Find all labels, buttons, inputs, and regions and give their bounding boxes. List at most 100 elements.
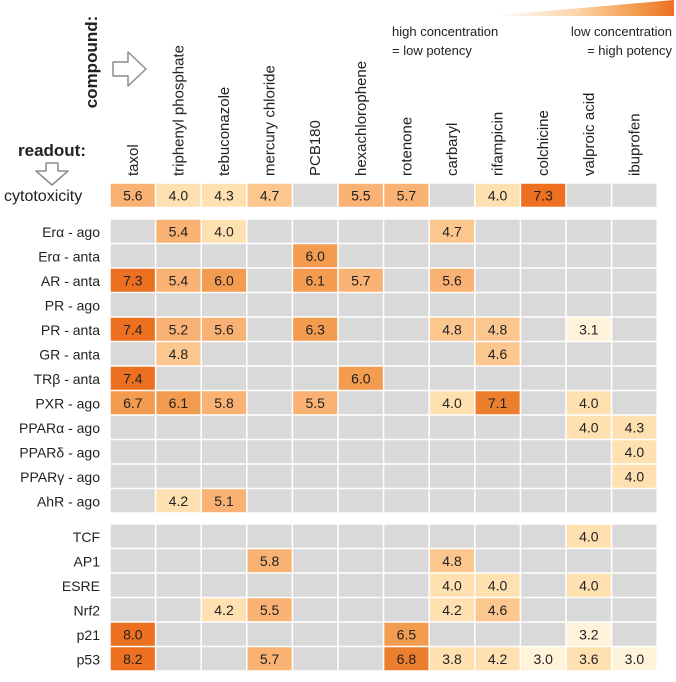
heatmap-cell [521, 342, 566, 366]
heatmap-cell [338, 440, 383, 464]
row-label: AhR - ago [37, 493, 100, 509]
cell-value-label: 5.7 [397, 187, 417, 203]
heatmap-cell [384, 549, 429, 573]
heatmap-cell [110, 342, 155, 366]
heatmap-cell [293, 524, 338, 548]
heatmap-cell [566, 293, 611, 317]
heatmap-cell [566, 440, 611, 464]
heatmap-cell [612, 598, 657, 622]
heatmap-cell [293, 391, 338, 415]
heatmap-cell [156, 183, 201, 207]
heatmap-cell [429, 183, 475, 207]
cell-value-label: 5.6 [214, 321, 234, 337]
heatmap-cell [475, 366, 520, 390]
row-label: PR - ago [45, 297, 100, 313]
heatmap-cell [475, 183, 520, 207]
heatmap-cell [156, 219, 201, 243]
heatmap-cell [110, 598, 155, 622]
heatmap-cell [521, 183, 566, 207]
row-label: Nrf2 [74, 602, 101, 618]
heatmap-cell [429, 440, 475, 464]
heatmap-cell [110, 244, 155, 268]
column-label: hexachlorophene [353, 61, 370, 176]
cell-value-label: 5.6 [442, 272, 462, 288]
cell-value-label: 4.0 [442, 577, 462, 593]
heatmap-cell [247, 598, 292, 622]
heatmap-cell [293, 440, 338, 464]
heatmap-cell [293, 268, 338, 292]
row-label: Erα - anta [38, 248, 100, 264]
cell-value-label: 7.4 [123, 370, 143, 386]
heatmap-cell [247, 622, 292, 646]
cell-value-label: 4.3 [625, 419, 645, 435]
heatmap-cell [201, 647, 247, 671]
cell-value-label: 7.3 [123, 272, 143, 288]
heatmap-cell [612, 342, 657, 366]
heatmap-cell [110, 268, 155, 292]
heatmap-cell [521, 647, 566, 671]
heatmap-cell [384, 244, 429, 268]
heatmap-cell [612, 219, 657, 243]
column-label: PCB180 [307, 120, 324, 176]
heatmap-cell [201, 524, 247, 548]
heatmap-cell [293, 415, 338, 439]
column-label: triphenyl phosphate [170, 45, 187, 176]
heatmap-cell [429, 415, 475, 439]
group-background [109, 523, 659, 672]
heatmap-cell [247, 415, 292, 439]
cell-value-label: 6.5 [397, 626, 417, 642]
row-label: p53 [77, 651, 101, 667]
heatmap-cell [429, 293, 475, 317]
heatmap-cell [521, 549, 566, 573]
heatmap-cell [566, 598, 611, 622]
heatmap-cell [156, 622, 201, 646]
cell-value-label: 4.6 [488, 602, 508, 618]
cell-value-label: 6.1 [305, 272, 325, 288]
heatmap-cell [384, 598, 429, 622]
cell-value-label: 4.0 [488, 187, 508, 203]
heatmap-cell [429, 489, 475, 513]
heatmap-cell [110, 293, 155, 317]
heatmap-cell [566, 366, 611, 390]
heatmap-cell [247, 183, 292, 207]
heatmap-cell [338, 549, 383, 573]
cell-value-label: 4.2 [214, 602, 234, 618]
heatmap-cell [612, 489, 657, 513]
heatmap-cell [201, 342, 247, 366]
column-label: taxol [125, 144, 142, 176]
heatmap-cell [201, 366, 247, 390]
cell-value-label: 8.0 [123, 626, 143, 642]
heatmap-cell [521, 464, 566, 488]
heatmap-cell [201, 598, 247, 622]
heatmap-cell [247, 489, 292, 513]
heatmap-cell [475, 244, 520, 268]
heatmap-cell [429, 317, 475, 341]
heatmap-cell [293, 317, 338, 341]
heatmap-cell [156, 293, 201, 317]
heatmap-cell [612, 573, 657, 597]
cell-value-label: 4.0 [214, 223, 234, 239]
heatmap-cell [384, 293, 429, 317]
group-background [109, 182, 659, 209]
heatmap-cell [110, 366, 155, 390]
heatmap-cell [247, 391, 292, 415]
readout-axis-label: readout: [18, 141, 86, 160]
heatmap-cell [384, 366, 429, 390]
heatmap-cell [247, 219, 292, 243]
heatmap-cell [201, 391, 247, 415]
row-label: p21 [77, 627, 101, 643]
heatmap-cell [429, 598, 475, 622]
heatmap-cell [156, 415, 201, 439]
heatmap-cell [338, 598, 383, 622]
heatmap-cell [201, 489, 247, 513]
heatmap-cell [475, 464, 520, 488]
heatmap-cell [612, 440, 657, 464]
cell-value-label: 4.0 [579, 577, 599, 593]
heatmap-cell [384, 647, 429, 671]
cell-value-label: 5.8 [260, 553, 280, 569]
heatmap-cell [338, 489, 383, 513]
heatmap-cell [156, 489, 201, 513]
column-label: rifampicin [490, 112, 507, 176]
heatmap-cell [156, 342, 201, 366]
